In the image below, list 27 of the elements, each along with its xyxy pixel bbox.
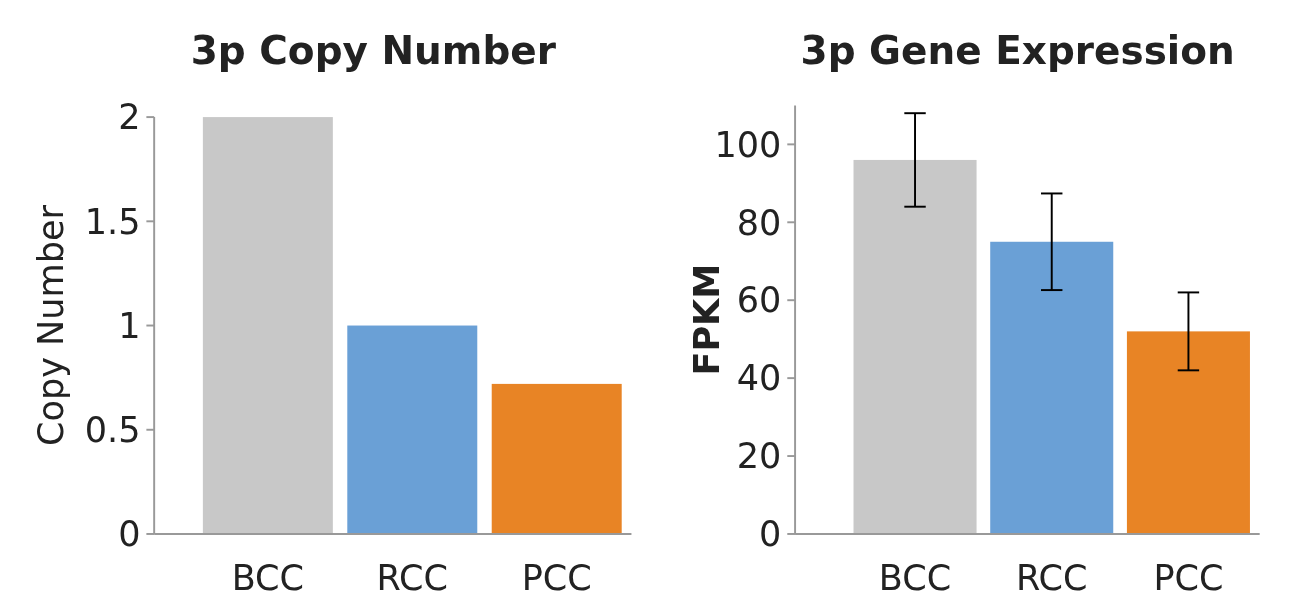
bar (491, 383, 622, 534)
y-axis-title: Copy Number (29, 204, 71, 446)
chart-title: 3p Gene Expression (800, 28, 1235, 74)
y-axis-title: FPKM (686, 263, 728, 376)
x-tick-label: BCC (878, 557, 952, 599)
x-tick-label: BCC (231, 557, 305, 599)
chart-title: 3p Copy Number (190, 28, 557, 74)
y-tick-label: 80 (736, 201, 782, 243)
y-tick-label: 60 (736, 279, 782, 321)
bar (853, 159, 977, 534)
x-tick-label: PCC (1153, 557, 1224, 599)
x-tick-label: PCC (521, 557, 592, 599)
y-tick-label: 0 (118, 513, 141, 555)
bar (202, 117, 333, 534)
y-tick-label: 1 (118, 304, 141, 346)
bar (347, 325, 478, 534)
y-tick-label: 0 (759, 513, 782, 555)
y-tick-label: 100 (714, 123, 782, 165)
y-tick-label: 1.5 (84, 200, 141, 242)
x-tick-label: RCC (1015, 557, 1088, 599)
bar (990, 241, 1114, 534)
y-tick-label: 20 (736, 435, 782, 477)
y-tick-label: 40 (736, 357, 782, 399)
x-tick-label: RCC (376, 557, 449, 599)
bar (1126, 331, 1250, 534)
y-tick-label: 2 (118, 96, 141, 138)
y-tick-label: 0.5 (84, 409, 141, 451)
